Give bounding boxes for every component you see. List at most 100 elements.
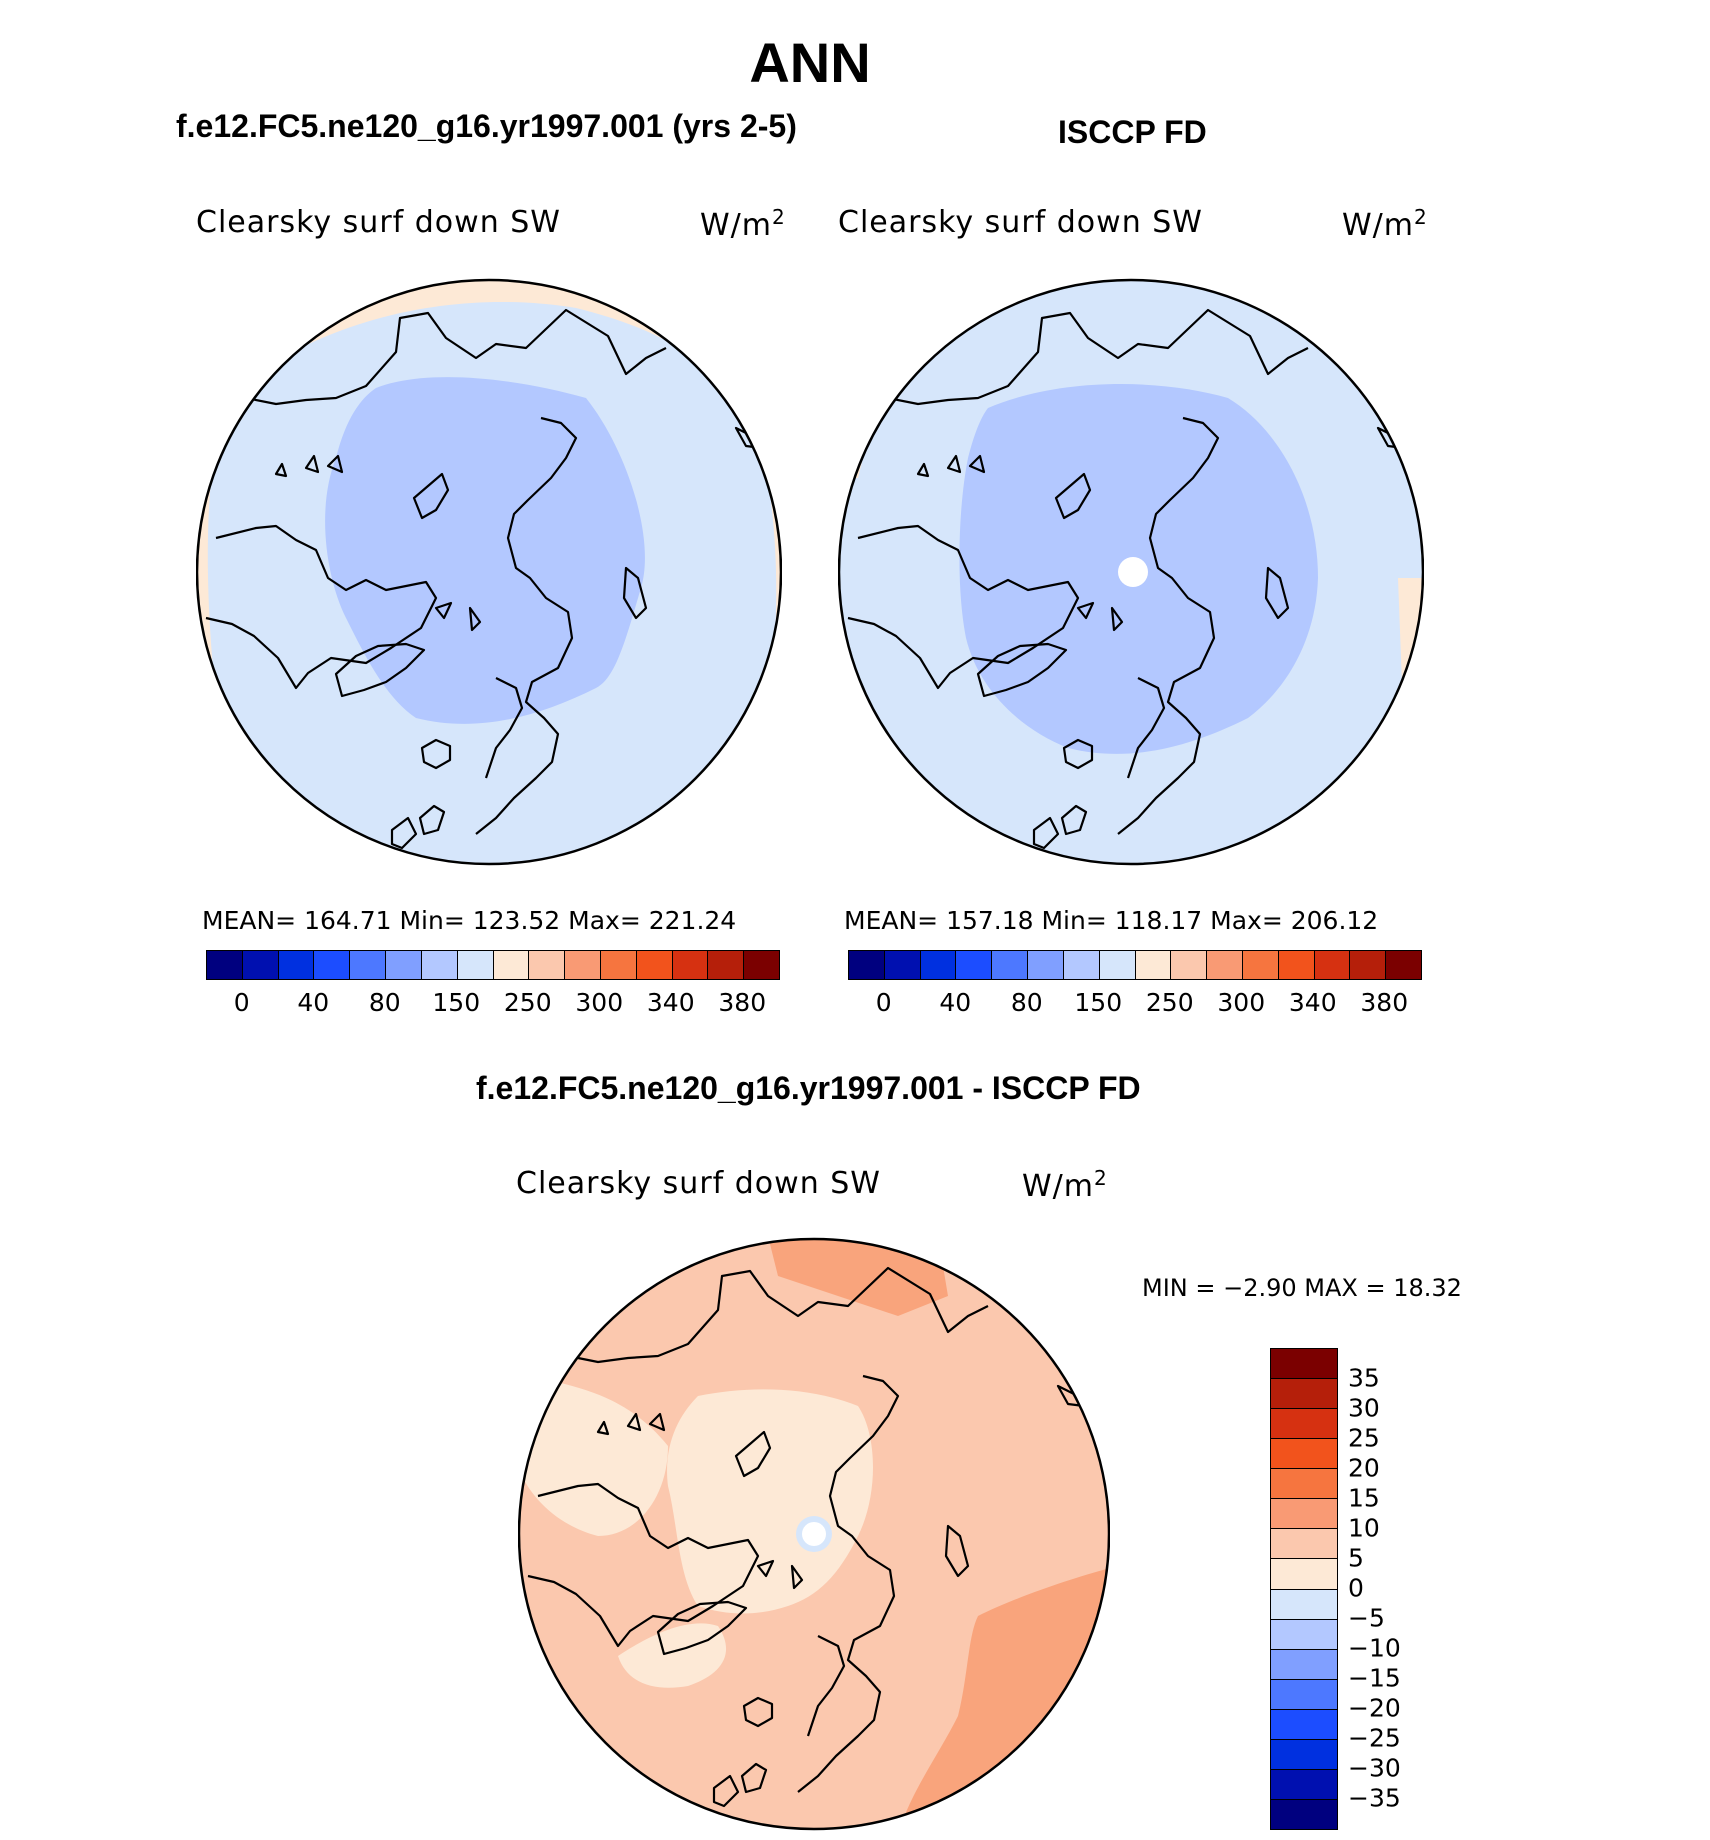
colorbar-tick-label: 150 [432, 988, 481, 1017]
obs-map-boundary [838, 278, 1424, 866]
colorbar-tick-label: −20 [1348, 1693, 1401, 1723]
colorbar-tick-label: −15 [1348, 1663, 1401, 1693]
colorbar-tick-label: 250 [503, 988, 552, 1017]
colorbar-tick-label: 300 [575, 988, 624, 1017]
obs-units-label: W/m2 [1342, 205, 1428, 243]
model-polar-map [196, 278, 782, 866]
colorbar-tick-label: 300 [1217, 988, 1266, 1017]
colorbar-swatch [1171, 951, 1208, 979]
colorbar-swatch [884, 951, 921, 979]
colorbar-swatch [1271, 1439, 1337, 1470]
colorbar-swatch [992, 951, 1029, 979]
colorbar-swatch [708, 951, 745, 979]
colorbar-swatch [1271, 1619, 1337, 1650]
colorbar-tick-label: 340 [646, 988, 695, 1017]
colorbar-tick-label: 380 [718, 988, 767, 1017]
diff-coastlines [527, 1266, 1086, 1808]
colorbar-swatch [1271, 1589, 1337, 1620]
obs-stats-text: MEAN= 157.18 Min= 118.17 Max= 206.12 [844, 906, 1379, 935]
colorbar-swatch [207, 951, 243, 979]
colorbar-swatch [1271, 1679, 1337, 1710]
colorbar-tick-label: 10 [1348, 1513, 1380, 1543]
colorbar-tick-label: −10 [1348, 1633, 1401, 1663]
model-stats-text: MEAN= 164.71 Min= 123.52 Max= 221.24 [202, 906, 737, 935]
colorbar-swatch [1271, 1349, 1337, 1380]
colorbar-swatch [350, 951, 387, 979]
colorbar-tick-label: 15 [1348, 1483, 1380, 1513]
colorbar-swatch [314, 951, 351, 979]
colorbar-swatch [1350, 951, 1387, 979]
diff-map-boundary [518, 1237, 1110, 1831]
colorbar-swatch [1271, 1379, 1337, 1410]
colorbar-swatch [920, 951, 957, 979]
colorbar-swatch [493, 951, 530, 979]
colorbar-swatch [457, 951, 494, 979]
colorbar-tick-label: 30 [1348, 1393, 1380, 1423]
colorbar-swatch [1271, 1529, 1337, 1560]
model-units-label: W/m2 [700, 205, 786, 243]
diff-minmax-text: MIN = −2.90 MAX = 18.32 [1142, 1274, 1462, 1302]
colorbar-tick-label: −25 [1348, 1723, 1401, 1753]
colorbar-tick-label: 40 [297, 988, 330, 1017]
colorbar-tick-label: 150 [1074, 988, 1123, 1017]
diff-colorbar [1270, 1348, 1338, 1830]
colorbar-swatch [1063, 951, 1100, 979]
colorbar-swatch [386, 951, 422, 979]
colorbar-swatch [1386, 951, 1421, 979]
colorbar-swatch [1271, 1499, 1337, 1530]
colorbar-swatch [1207, 951, 1243, 979]
colorbar-swatch [529, 951, 566, 979]
colorbar-swatch [600, 951, 637, 979]
colorbar-tick-label: 80 [368, 988, 401, 1017]
model-map-boundary [196, 278, 782, 866]
colorbar-swatch [1242, 951, 1279, 979]
model-variable-label: Clearsky surf down SW [196, 205, 561, 240]
diff-map-low-region [519, 1376, 873, 1688]
colorbar-swatch [1028, 951, 1064, 979]
colorbar-tick-label: 5 [1348, 1543, 1364, 1573]
colorbar-swatch [242, 951, 279, 979]
colorbar-swatch [636, 951, 673, 979]
colorbar-tick-label: −35 [1348, 1783, 1401, 1813]
obs-panel-subtitle: ISCCP FD [1058, 114, 1207, 150]
colorbar-swatch [1271, 1649, 1337, 1680]
main-title: ANN [749, 31, 871, 94]
colorbar-swatch [1271, 1409, 1337, 1440]
obs-colorbar [848, 950, 1422, 980]
diff-map-missing-pole [802, 1522, 826, 1546]
colorbar-swatch [421, 951, 458, 979]
obs-coastlines [847, 308, 1406, 850]
colorbar-tick-label: 250 [1145, 988, 1194, 1017]
model-colorbar-ticks: 0 40 80 150 250 300 340 380 [206, 988, 778, 1018]
diff-panel-subtitle: f.e12.FC5.ne120_g16.yr1997.001 - ISCCP F… [476, 1070, 1141, 1106]
colorbar-swatch [1271, 1739, 1337, 1770]
colorbar-swatch [1135, 951, 1172, 979]
colorbar-swatch [1271, 1799, 1337, 1829]
colorbar-swatch [956, 951, 993, 979]
model-panel-subtitle: f.e12.FC5.ne120_g16.yr1997.001 (yrs 2-5) [176, 108, 797, 144]
obs-polar-map [838, 278, 1424, 866]
model-map-mid-region [325, 377, 645, 724]
model-colorbar [206, 950, 780, 980]
colorbar-swatch [1314, 951, 1351, 979]
diff-polar-map [518, 1237, 1110, 1831]
colorbar-swatch [849, 951, 885, 979]
colorbar-swatch [1271, 1709, 1337, 1740]
colorbar-tick-label: 25 [1348, 1423, 1380, 1453]
diff-units-label: W/m2 [1022, 1166, 1108, 1204]
colorbar-tick-label: 340 [1288, 988, 1337, 1017]
diff-variable-label: Clearsky surf down SW [516, 1166, 881, 1201]
colorbar-tick-label: 380 [1360, 988, 1409, 1017]
colorbar-swatch [278, 951, 315, 979]
colorbar-swatch [1271, 1769, 1337, 1800]
colorbar-swatch [1278, 951, 1315, 979]
colorbar-swatch [1099, 951, 1136, 979]
diff-colorbar-ticks: 35 30 25 20 15 10 5 0 −5 −10 −15 −20 −25 −30 −35 [1348, 1348, 1448, 1828]
colorbar-swatch [672, 951, 709, 979]
diff-map-high-region [768, 1239, 1109, 1829]
obs-map-missing-pole [1118, 557, 1148, 587]
obs-colorbar-ticks: 0 40 80 150 250 300 340 380 [848, 988, 1420, 1018]
colorbar-tick-label: 0 [1348, 1573, 1364, 1603]
colorbar-swatch [565, 951, 601, 979]
colorbar-tick-label: 20 [1348, 1453, 1380, 1483]
